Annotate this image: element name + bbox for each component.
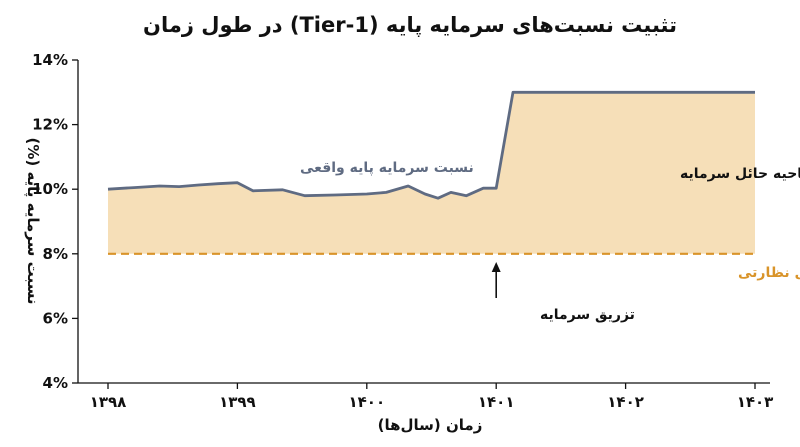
y-ticks: 4% 6% 8% 10% 12% 14% <box>32 51 78 392</box>
y-tick-label: 6% <box>43 309 68 327</box>
y-tick-label: 8% <box>43 245 68 263</box>
capital-injection-label: تزریق سرمایه <box>540 307 635 323</box>
series-legend-label: نسبت سرمایه پایه واقعی <box>300 160 474 176</box>
y-tick-label: 12% <box>32 116 68 134</box>
x-ticks: ۱۳۹۸ ۱۳۹۹ ۱۴۰۰ ۱۴۰۱ ۱۴۰۲ ۱۴۰۳ <box>90 383 774 411</box>
y-tick-label: 4% <box>43 374 68 392</box>
chart-title: تثبیت نسبت‌های سرمایه پایه (Tier-1) در ط… <box>143 13 677 37</box>
capital-injection-arrow <box>491 262 501 298</box>
series-line-actual-tier1 <box>107 90 755 200</box>
buffer-area-layer <box>108 92 755 254</box>
x-tick-label: ۱۴۰۲ <box>607 393 644 411</box>
x-tick-label: ۱۳۹۹ <box>219 393 256 411</box>
buffer-region-label: ناحیه حائل سرمایه <box>680 166 800 182</box>
buffer-area <box>108 92 755 254</box>
x-tick-label: ۱۴۰۱ <box>478 393 515 411</box>
x-tick-label: ۱۴۰۳ <box>737 393 774 411</box>
series-line-layer <box>107 90 755 200</box>
x-tick-label: ۱۴۰۰ <box>348 393 385 411</box>
y-tick-label: 10% <box>32 180 68 198</box>
regulatory-minimum-label: حداقل نظارتی <box>738 265 800 281</box>
x-tick-label: ۱۳۹۸ <box>90 393 127 411</box>
y-tick-label: 14% <box>32 51 68 69</box>
x-axis-label: زمان (سال‌ها) <box>378 416 483 434</box>
y-axis-label: نسبت سرمایه پایه (%) <box>23 137 42 304</box>
arrow-head <box>491 262 501 272</box>
